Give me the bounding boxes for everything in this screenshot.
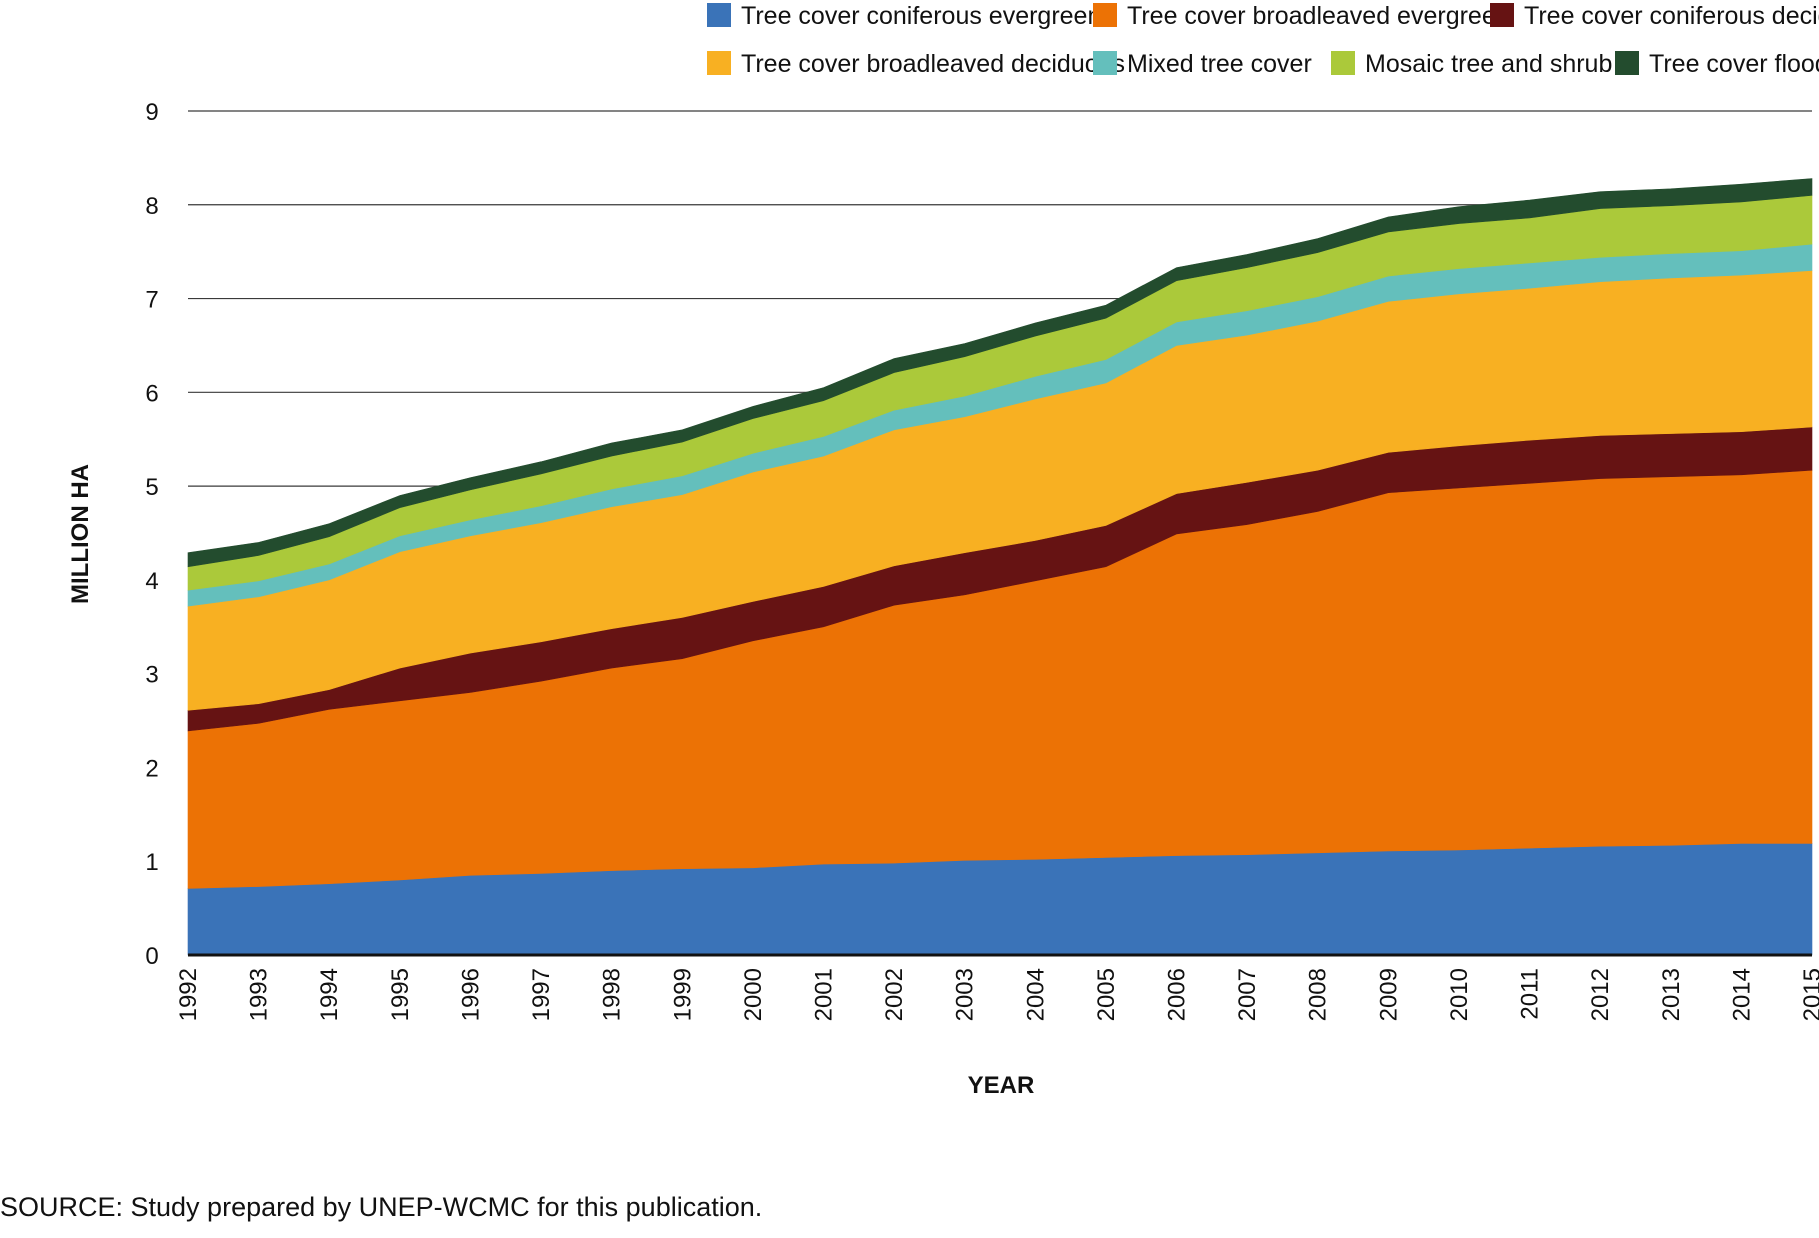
legend-label: Tree cover broadleaved evergreen [1127, 2, 1510, 30]
x-tick-label: 1998 [599, 968, 626, 1021]
y-tick-label: 4 [145, 568, 158, 595]
legend-swatch [707, 3, 731, 27]
x-tick-label: 2011 [1517, 968, 1544, 1020]
legend-label: Tree cover flooded [1649, 50, 1819, 78]
y-axis-title: MILLION HA [67, 464, 94, 604]
legend-swatch [1093, 3, 1117, 27]
y-tick-label: 6 [145, 380, 158, 407]
x-tick-label: 2014 [1728, 968, 1755, 1021]
legend-swatch [1093, 51, 1117, 75]
y-tick-label: 1 [145, 849, 158, 876]
y-tick-label: 3 [145, 662, 158, 689]
legend: Tree cover coniferous evergreen Tree cove… [707, 2, 1819, 78]
y-tick-label: 9 [145, 99, 158, 126]
x-tick-label: 2005 [1093, 968, 1120, 1021]
legend-label: Tree cover coniferous evergreen [741, 2, 1101, 30]
source-note: SOURCE: Study prepared by UNEP-WCMC for … [0, 1192, 763, 1222]
x-tick-label: 2000 [740, 968, 767, 1021]
y-tick-label: 0 [145, 943, 158, 970]
x-tick-label: 2013 [1658, 968, 1685, 1021]
x-tick-label: 2009 [1375, 968, 1402, 1021]
x-tick-label: 2007 [1234, 968, 1261, 1021]
y-tick-label: 7 [145, 287, 158, 314]
legend-swatch [707, 51, 731, 75]
x-tick-label: 2003 [952, 968, 979, 1021]
legend-label: Tree cover broadleaved deciduous [741, 50, 1125, 78]
x-tick-label: 2008 [1305, 968, 1332, 1021]
legend-label: Tree cover coniferous deciduous [1524, 2, 1819, 30]
x-tick-label: 1997 [528, 968, 555, 1021]
x-tick-label: 1996 [457, 968, 484, 1021]
legend-swatch [1331, 51, 1355, 75]
legend-label: Mosaic tree and shrub [1365, 50, 1612, 78]
x-tick-label: 1994 [316, 968, 343, 1021]
x-tick-label: 2001 [811, 968, 838, 1021]
x-tick-label: 2004 [1022, 968, 1049, 1021]
x-tick-label: 1993 [246, 968, 273, 1021]
legend-label: Mixed tree cover [1127, 50, 1312, 78]
x-tick-label: 1995 [387, 968, 414, 1021]
y-tick-label: 2 [145, 755, 158, 782]
axes: 0 1 2 3 4 5 6 7 8 9 1992 1993 1994 1995 1996 1997 1998 19… [145, 99, 1819, 1021]
legend-swatch [1615, 51, 1639, 75]
x-tick-label: 2002 [881, 968, 908, 1021]
x-tick-label: 1999 [669, 968, 696, 1021]
x-axis-title: YEAR [968, 1072, 1035, 1099]
y-tick-label: 5 [145, 474, 158, 501]
x-tick-label: 2006 [1164, 968, 1191, 1021]
legend-swatch [1490, 3, 1514, 27]
y-tick-label: 8 [145, 193, 158, 220]
x-tick-label: 2010 [1446, 968, 1473, 1021]
x-tick-label: 2012 [1587, 968, 1614, 1021]
area-tree-cover-flooded [187, 178, 1813, 568]
x-tick-label: 1992 [175, 968, 202, 1021]
area-series [187, 178, 1813, 956]
x-tick-label: 2015 [1799, 968, 1819, 1021]
